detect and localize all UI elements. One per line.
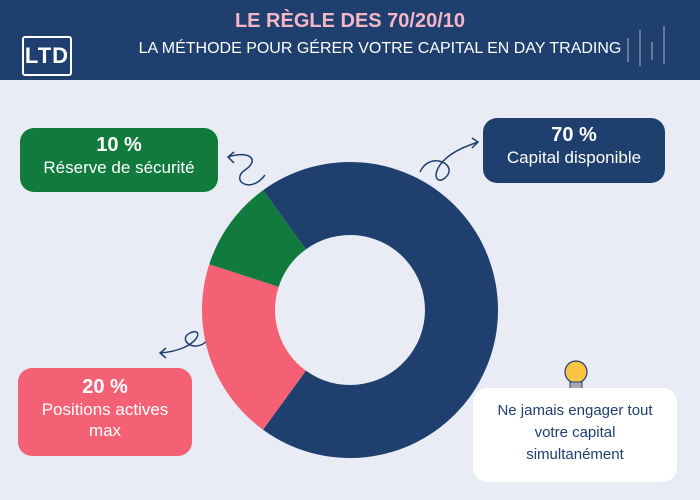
lightbulb bbox=[564, 360, 588, 391]
donut-slice bbox=[202, 264, 306, 430]
donut-slice bbox=[209, 190, 306, 287]
donut-slice bbox=[263, 162, 498, 459]
value-label: 70 % bbox=[551, 124, 597, 146]
chart-subtitle: LA MÉTHODE POUR GÉRER VOTRE CAPITAL EN D… bbox=[138, 40, 622, 57]
legend-card: 70 % Capital disponible bbox=[483, 118, 665, 183]
category-label: Capital disponible bbox=[506, 148, 642, 167]
note: Ne jamais engager tout votre capital sim… bbox=[473, 388, 677, 482]
chart-title: LE RÈGLE DES 70/20/10 bbox=[234, 10, 466, 32]
logo: LTD bbox=[22, 36, 72, 76]
arrows bbox=[158, 137, 480, 359]
header-deco bbox=[627, 26, 665, 66]
value-label: 20 % bbox=[82, 376, 128, 398]
legend-card: 20 % Positions actives max bbox=[18, 368, 192, 456]
header: LTD LE RÈGLE DES 70/20/10 LA MÉTHODE POU… bbox=[0, 0, 700, 80]
value-label: 10 % bbox=[96, 134, 142, 156]
category-label: Positions actives max bbox=[41, 400, 169, 440]
legend-card: 10 % Réserve de sécurité bbox=[20, 128, 218, 192]
category-label: Réserve de sécurité bbox=[43, 158, 195, 177]
